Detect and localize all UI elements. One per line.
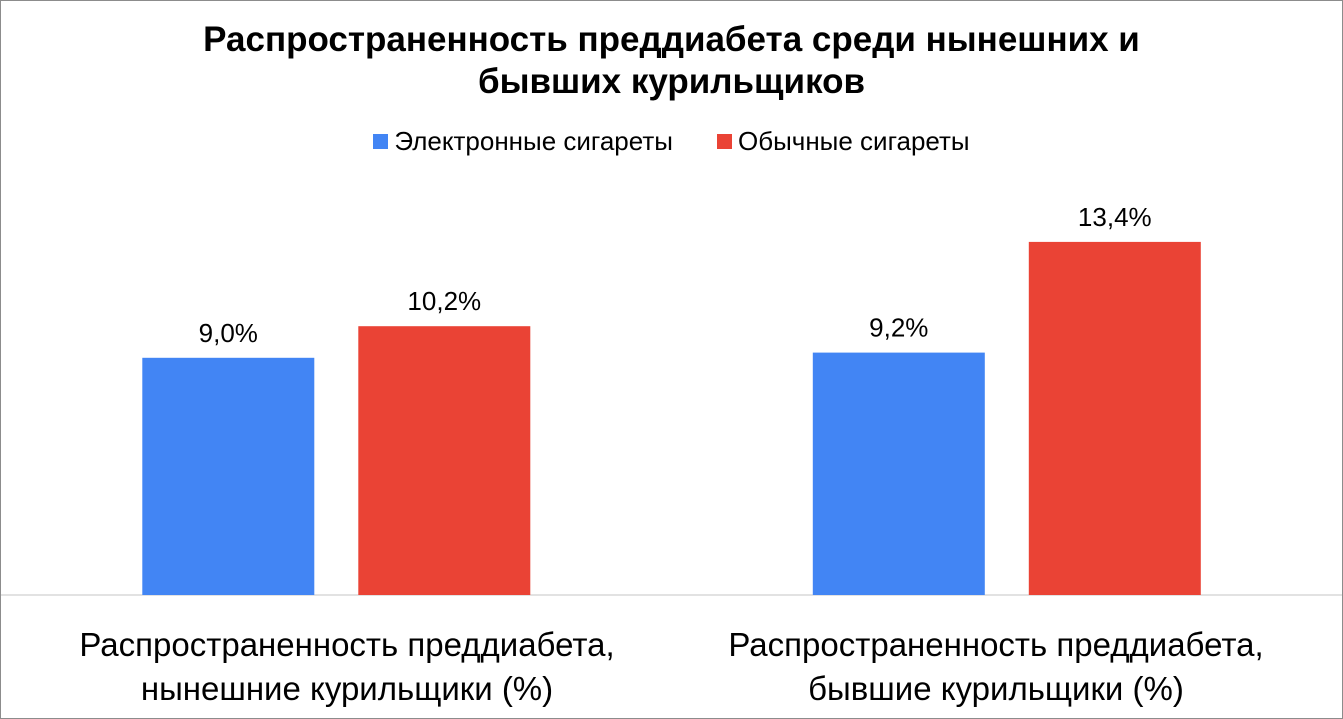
data-label-series-0-category-0: 9,0%	[199, 318, 258, 348]
legend-item-e-cigarettes: Электронные сигареты	[373, 125, 673, 157]
category-label-former-smokers: Распространенность преддиабета, бывшие к…	[666, 623, 1326, 711]
category-label-former-line-2: бывшие курильщики (%)	[808, 670, 1184, 707]
chart-title-line-2: бывших курильщиков	[477, 62, 866, 101]
chart-legend: Электронные сигареты Обычные сигареты	[1, 125, 1342, 157]
legend-swatch-regular-cigarettes	[716, 133, 732, 149]
bar-series-0-category-0	[142, 357, 315, 595]
bar-series-1-category-1	[1028, 241, 1201, 595]
category-label-current-line-1: Распространенность преддиабета,	[79, 626, 615, 663]
legend-swatch-e-cigarettes	[373, 133, 389, 149]
chart-title-line-1: Распространенность преддиабета среди нын…	[203, 20, 1140, 59]
data-label-series-1-category-0: 10,2%	[407, 286, 481, 316]
data-label-series-1-category-1: 13,4%	[1078, 202, 1152, 232]
legend-label-e-cigarettes: Электронные сигареты	[394, 126, 673, 156]
legend-item-regular-cigarettes: Обычные сигареты	[716, 125, 970, 157]
bar-series-1-category-0	[358, 326, 531, 595]
category-label-current-line-2: нынешние курильщики (%)	[140, 670, 554, 707]
chart-title: Распространенность преддиабета среди нын…	[1, 19, 1342, 103]
category-label-current-smokers: Распространенность преддиабета, нынешние…	[17, 623, 677, 711]
data-label-series-0-category-1: 9,2%	[869, 313, 928, 343]
bar-series-0-category-1	[812, 352, 985, 595]
legend-label-regular-cigarettes: Обычные сигареты	[737, 126, 970, 156]
category-label-former-line-1: Распространенность преддиабета,	[728, 626, 1264, 663]
